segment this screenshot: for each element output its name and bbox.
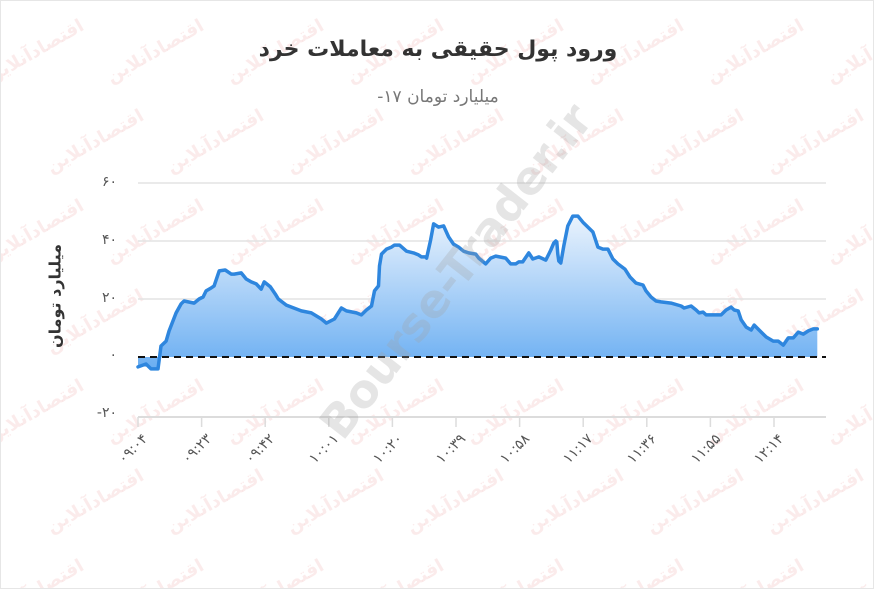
data-line[interactable]: [136, 214, 820, 371]
chart-title: ورود پول حقیقی به معاملات خرد: [258, 37, 618, 62]
y-tick-label: ۴۰: [101, 232, 117, 248]
chart-subtitle: میلیارد تومان ۱۷-: [377, 87, 499, 107]
y-tick-label: ۰: [109, 347, 117, 363]
y-tick-label: -۲۰: [96, 405, 117, 421]
x-axis: [137, 416, 826, 427]
y-tick-label: ۶۰: [101, 174, 117, 190]
y-tick-label: ۲۰: [101, 290, 117, 306]
area-fill: [138, 216, 818, 369]
